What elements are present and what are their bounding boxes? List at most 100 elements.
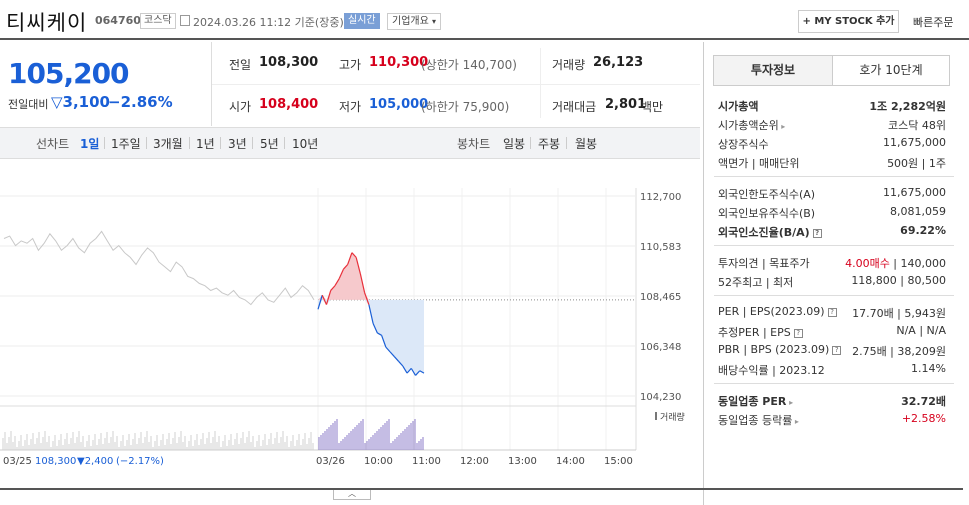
period-3m[interactable]: 3개월 [153,137,183,151]
today-price-segment [402,365,408,374]
open-label: 시가 [229,100,252,114]
live-badge[interactable]: 실시간 [344,13,380,29]
invest-row-label: 외국인한도주식수(A) [718,188,816,201]
invest-row[interactable]: 동일업종 PER ▸ 32.72배 [718,393,946,409]
today-price-segment [419,370,425,374]
help-icon[interactable]: ? [793,328,803,338]
today-price-segment [364,292,370,305]
invest-row-label: 액면가 | 매매단위 [718,157,800,170]
period-5y[interactable]: 5년 [260,137,279,151]
help-icon[interactable]: ? [827,307,837,317]
today-price-segment [368,304,374,324]
period-10y[interactable]: 10년 [292,137,319,151]
today-price-segment [359,273,366,293]
today-price-segment [385,346,391,353]
invest-row-label: 배당수익률 | 2023.12 [718,364,825,377]
invest-row[interactable]: 동일업종 등락률 ▸ +2.58% [718,412,946,428]
amount-label: 거래대금 [552,100,597,114]
y-tick-label: 108,465 [640,292,681,303]
invest-row[interactable]: 시가총액순위 ▸ 코스닥 48위 [718,117,946,133]
period-3y[interactable]: 3년 [228,137,247,151]
chevron-down-icon: ▾ [432,17,437,26]
change-label: 전일대비 [8,98,49,111]
low-value: 105,000 [369,97,429,112]
tab-orderbook[interactable]: 호가 10단계 [832,55,950,86]
today-price-segment [355,257,361,275]
invest-row: 배당수익률 | 2023.12 1.14% [718,362,946,378]
candle-monthly[interactable]: 월봉 [575,137,598,151]
today-price-segment [342,264,349,270]
add-my-stock-button[interactable]: + MY STOCK 추가 [798,10,899,33]
invest-row: 시가총액 1조 2,282억원 [718,98,946,114]
x-tick-label: 12:00 [460,456,489,467]
tab-invest-info[interactable]: 투자정보 [713,55,833,86]
invest-row-value: 11,675,000 [883,136,946,149]
candle-weekly[interactable]: 주봉 [538,137,561,151]
invest-row-label: PER | EPS(2023.09) [718,305,825,318]
invest-row-label: 동일업종 등락률 [718,414,793,427]
chevron-up-icon: ︿ [348,489,356,498]
stock-header: 티씨케이 064760 코스닥 2024.03.26 11:12 기준(장중) … [0,0,969,40]
today-price-segment [330,285,336,291]
quick-order-link[interactable]: 빠른주문 [913,16,954,29]
period-1d[interactable]: 1일 [80,137,100,151]
timestamp: 2024.03.26 11:12 기준(장중) [193,16,344,29]
invest-row-label: 투자의견 | 목표주가 [718,257,810,270]
today-price-segment [347,252,353,265]
invest-row: 액면가 | 매매단위 500원 | 1주 [718,155,946,171]
y-tick-label: 104,230 [640,392,681,403]
corp-info-dropdown[interactable]: 기업개요 ▾ [387,13,442,30]
period-tabs: 선차트 1일 1주일 3개월 1년 3년 5년 10년 봉차트 일봉 주봉 월봉 [0,127,700,159]
invest-row-label: 52주최고 | 최저 [718,276,794,289]
help-icon[interactable]: ? [832,345,842,355]
chart-bg [0,160,700,488]
low-label: 저가 [339,100,362,114]
stock-code: 064760 [95,14,141,27]
period-1w[interactable]: 1주일 [111,137,141,151]
section-divider [714,176,954,177]
invest-row-value: 4.00매수 | 140,000 [845,255,946,271]
price-box [0,42,212,126]
today-price-segment [334,278,340,287]
line-chart-label: 선차트 [36,137,70,151]
invest-row-value: 코스닥 48위 [888,119,946,132]
change-percent: −2.86% [108,93,173,111]
invest-row-label: 시가총액 [718,100,759,113]
divider [146,137,147,149]
y-tick-label: 106,348 [640,342,681,353]
period-1y[interactable]: 1년 [196,137,215,151]
invest-row-label: 동일업종 PER [718,395,787,408]
prev-day-change: ▼2,400 [77,456,113,467]
today-price-segment [377,332,382,336]
invest-row: 외국인한도주식수(A) 11,675,000 [718,186,946,202]
y-tick-label: 110,583 [640,242,681,253]
help-icon[interactable]: ? [812,228,822,238]
invest-row-value: 17.70배 | 5,943원 [852,307,946,320]
prev-day-close: 108,300 [35,456,76,467]
corp-info-label: 기업개요 [392,16,429,27]
prev-close-label: 전일 [229,58,252,72]
x-tick-label: 10:00 [364,456,393,467]
invest-row: 상장주식수 11,675,000 [718,136,946,152]
invest-row: 추정PER | EPS? N/A | N/A [718,324,946,340]
invest-row: 외국인보유주식수(B) 8,081,059 [718,205,946,221]
chevron-right-icon: ▸ [778,122,786,131]
prev-day-date: 03/25 [3,456,32,467]
x-tick-label: 11:00 [412,456,441,467]
amount-value: 2,801 [605,97,647,112]
invest-row-label: 상장주식수 [718,138,769,151]
invest-row-label: 시가총액순위 [718,119,779,132]
x-tick-label: 13:00 [508,456,537,467]
lower-limit: (하한가 75,900) [421,100,510,114]
candle-daily[interactable]: 일봉 [503,137,526,151]
invest-row: PBR | BPS (2023.09)? 2.75배 | 38,209원 [718,343,946,358]
collapse-button[interactable]: ︿ [333,490,371,500]
invest-row-value: 1조 2,282억원 [869,100,946,113]
divider [220,137,221,149]
invest-row-value: 500원 | 1주 [887,157,946,170]
today-price-segment [410,368,417,376]
x-tick-label: 15:00 [604,456,633,467]
invest-row-value: +2.58% [901,412,946,425]
invest-row-value: 32.72배 [901,395,946,408]
